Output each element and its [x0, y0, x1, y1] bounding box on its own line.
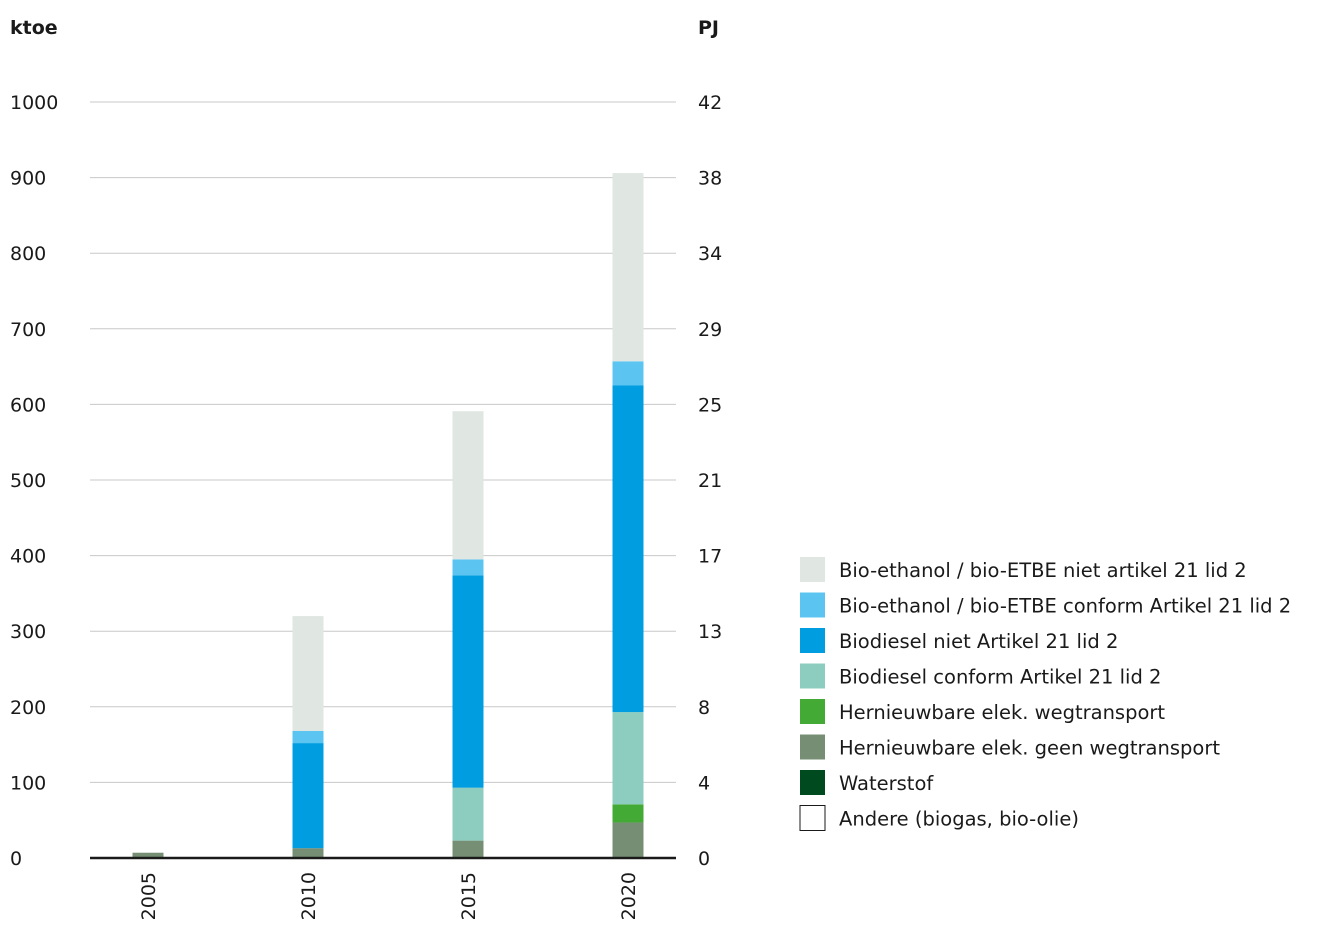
legend-swatch [800, 557, 825, 582]
right-tick-label: 42 [698, 92, 722, 114]
x-tick-label: 2005 [138, 872, 160, 920]
left-tick-label: 500 [10, 470, 46, 492]
gridlines [90, 101, 676, 783]
legend-label: Hernieuwbare elek. geen wegtransport [839, 737, 1220, 760]
left-axis-unit: ktoe [10, 17, 58, 39]
legend-label: Hernieuwbare elek. wegtransport [839, 701, 1165, 724]
legend-label: Waterstof [839, 772, 934, 795]
x-axis-ticks: 2005 2010 2015 2020 [138, 872, 640, 920]
bar-segment [612, 822, 644, 858]
legend-label: Biodiesel conform Artikel 21 lid 2 [839, 666, 1161, 689]
bar-segment [452, 787, 484, 841]
left-tick-label: 600 [10, 394, 46, 416]
legend-label: Andere (biogas, bio-olie) [839, 808, 1079, 831]
left-tick-label: 100 [10, 772, 46, 794]
bar-segment [452, 559, 484, 576]
bar-segment [292, 730, 324, 744]
right-tick-label: 29 [698, 319, 722, 341]
left-tick-label: 900 [10, 168, 46, 190]
bar-segment [612, 361, 644, 386]
bar-segment [292, 848, 324, 858]
x-tick-label: 2020 [618, 872, 640, 920]
left-tick-label: 1000 [10, 92, 58, 114]
legend-swatch [800, 663, 825, 689]
right-tick-label: 13 [698, 621, 722, 643]
legend-swatch [799, 805, 826, 831]
bar-segment [132, 852, 164, 858]
bar-segment [612, 173, 644, 362]
legend-swatch [800, 734, 825, 760]
right-tick-label: 0 [698, 848, 710, 870]
legend-label: Bio-ethanol / bio-ETBE niet artikel 21 l… [839, 559, 1247, 582]
right-tick-label: 4 [698, 772, 710, 794]
right-axis-ticks: 0 4 8 13 17 21 25 29 34 38 42 [698, 92, 722, 870]
right-tick-label: 25 [698, 394, 722, 416]
bar-segment [612, 712, 644, 805]
right-tick-label: 34 [698, 243, 722, 265]
bar-segment [452, 575, 484, 788]
right-tick-label: 38 [698, 168, 722, 190]
bar-segment [292, 616, 324, 731]
left-tick-label: 0 [10, 848, 22, 870]
x-tick-label: 2010 [298, 872, 320, 920]
legend-label: Bio-ethanol / bio-ETBE conform Artikel 2… [839, 595, 1291, 618]
legend-swatch [800, 770, 825, 795]
left-tick-label: 700 [10, 319, 46, 341]
x-tick-label: 2015 [458, 872, 480, 920]
right-tick-label: 21 [698, 470, 722, 492]
right-tick-label: 17 [698, 546, 722, 568]
bar-segment [292, 743, 324, 849]
bar-segment [612, 385, 644, 713]
legend-swatch [800, 699, 825, 724]
legend-swatch [800, 628, 825, 653]
left-axis-ticks: 0 100 200 300 400 500 600 700 800 900 1000 [10, 92, 58, 870]
left-tick-label: 300 [10, 621, 46, 643]
left-tick-label: 200 [10, 697, 46, 719]
legend: Bio-ethanol / bio-ETBE niet artikel 21 l… [799, 557, 1291, 831]
right-axis-unit: PJ [698, 17, 719, 39]
bar-stacks [132, 173, 644, 858]
left-tick-label: 400 [10, 546, 46, 568]
bar-segment [612, 804, 644, 823]
legend-swatch [800, 592, 825, 618]
legend-label: Biodiesel niet Artikel 21 lid 2 [839, 630, 1118, 653]
left-tick-label: 800 [10, 243, 46, 265]
bar-segment [452, 840, 484, 858]
right-tick-label: 8 [698, 697, 710, 719]
bar-segment [452, 411, 484, 560]
